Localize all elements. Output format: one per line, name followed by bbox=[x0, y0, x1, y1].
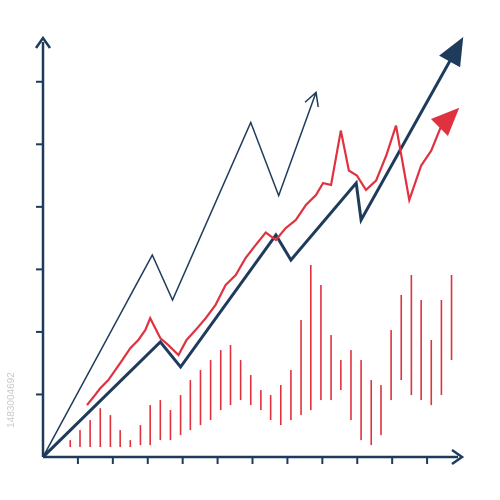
trend-line bbox=[86, 109, 458, 406]
arrowhead bbox=[439, 37, 464, 68]
watermark: 1483004692 bbox=[6, 372, 17, 428]
trend-line bbox=[42, 92, 317, 458]
x-axis-arrow bbox=[451, 448, 465, 466]
trend-line bbox=[41, 39, 463, 459]
y-axis-arrow bbox=[34, 35, 52, 49]
arrowhead bbox=[304, 90, 319, 108]
arrowhead bbox=[430, 107, 460, 136]
